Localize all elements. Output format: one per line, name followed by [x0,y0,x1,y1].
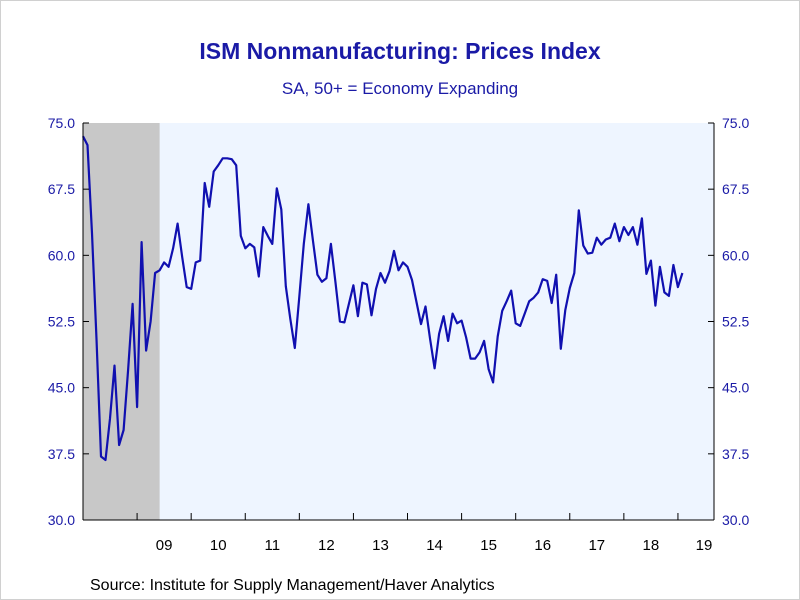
chart-subtitle: SA, 50+ = Economy Expanding [281,79,519,98]
chart-title: ISM Nonmanufacturing: Prices Index [199,38,601,64]
source-note: Source: Institute for Supply Management/… [90,577,495,594]
y-tick-label-left: 60.0 [48,247,75,263]
y-tick-label-right: 37.5 [722,446,749,462]
y-tick-label-left: 52.5 [48,314,75,330]
x-tick-label: 19 [696,537,713,554]
x-tick-label: 09 [156,537,173,554]
y-tick-label-right: 45.0 [722,380,749,396]
y-tick-label-left: 67.5 [48,181,75,197]
y-tick-label-right: 60.0 [722,247,749,263]
x-tick-label: 13 [372,537,389,554]
x-tick-label: 17 [588,537,605,554]
y-tick-label-right: 75.0 [722,115,749,131]
y-tick-label-right: 30.0 [722,512,749,528]
y-tick-label-left: 45.0 [48,380,75,396]
x-tick-label: 15 [480,537,497,554]
recession-shading [83,123,160,520]
x-tick-label: 12 [318,537,335,554]
x-axis: 09 10 11 12 13 14 15 16 17 18 19 [136,513,713,554]
x-tick-label: 16 [534,537,551,554]
y-tick-label-left: 30.0 [48,512,75,528]
left-y-axis: 75.0 67.5 60.0 52.5 45.0 37.5 30.0 [48,115,89,528]
x-tick-label: 11 [265,537,281,554]
x-tick-label: 10 [210,537,227,554]
series-line [82,135,684,462]
y-tick-label-right: 67.5 [722,181,749,197]
plot-area [83,123,714,520]
right-y-axis: 75.0 67.5 60.0 52.5 45.0 37.5 30.0 [708,115,749,528]
y-tick-label-left: 37.5 [48,446,75,462]
x-tick-label: 14 [426,537,443,554]
x-tick-label: 18 [643,537,660,554]
y-tick-label-left: 75.0 [48,115,75,131]
y-tick-label-right: 52.5 [722,314,749,330]
